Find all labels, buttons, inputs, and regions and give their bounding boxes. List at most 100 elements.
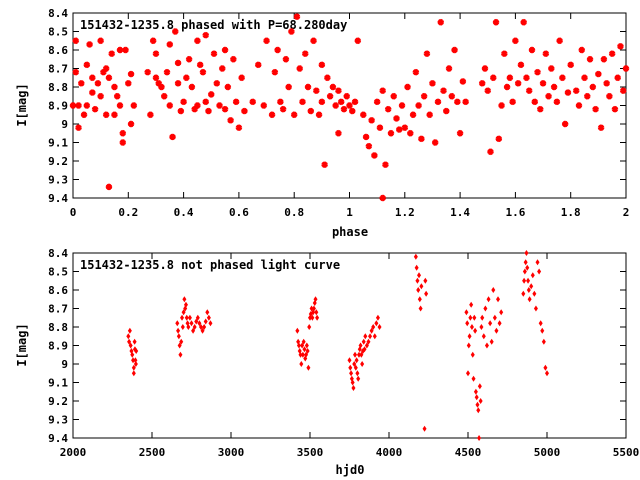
phased-data-point (445, 65, 453, 72)
phased-data-point (296, 65, 304, 72)
phased-data-point (324, 74, 331, 82)
phased-data-point (183, 74, 190, 82)
phased-x-tick-label: 1.2 (395, 206, 415, 219)
unphased-data-point (526, 287, 531, 293)
phased-data-point (97, 37, 104, 45)
unphased-data-point (131, 370, 136, 377)
phased-data-point (600, 55, 608, 63)
unphased-x-tick-label: 4000 (376, 446, 403, 459)
unphased-data-point (532, 290, 537, 297)
unphased-data-point (194, 318, 199, 325)
unphased-data-point (306, 364, 311, 371)
unphased-data-point (128, 342, 133, 349)
phased-data-point (91, 105, 99, 113)
phased-data-point (174, 79, 182, 87)
unphased-data-point (126, 333, 131, 340)
phased-data-point (254, 61, 262, 69)
phased-data-point (575, 102, 583, 109)
unphased-data-point (192, 324, 197, 330)
phased-data-point (111, 111, 118, 119)
unphased-data-point (176, 327, 181, 334)
unphased-data-point (355, 370, 360, 377)
phased-data-point (202, 98, 210, 106)
unphased-y-tick-label: 9 (61, 358, 68, 371)
unphased-data-point (184, 314, 189, 321)
phased-data-point (559, 74, 566, 82)
phased-data-point (622, 65, 630, 72)
phased-data-point (285, 83, 293, 91)
unphased-data-point (208, 320, 213, 327)
unphased-data-point (180, 314, 185, 321)
phased-data-point (442, 107, 450, 115)
phased-data-point (398, 102, 406, 109)
unphased-data-point (130, 351, 135, 358)
phased-data-point (567, 61, 575, 69)
unphased-data-point (299, 361, 304, 367)
phased-data-point (230, 55, 237, 63)
phased-data-point (462, 98, 469, 106)
phased-data-point (152, 74, 160, 82)
unphased-data-point (315, 314, 320, 321)
phased-data-point (509, 98, 516, 106)
phased-data-point (213, 79, 221, 87)
unphased-data-point (479, 324, 484, 330)
unphased-data-point (296, 342, 301, 349)
phased-y-tick-label: 8.8 (48, 81, 68, 94)
phased-data-point (119, 129, 127, 137)
phased-data-point (481, 65, 489, 72)
unphased-data-point (313, 296, 318, 303)
phased-data-point (75, 102, 82, 109)
phased-data-point (191, 105, 199, 113)
unphased-data-point (476, 407, 481, 414)
unphased-data-point (356, 375, 361, 382)
phased-data-point (194, 102, 201, 109)
phased-data-point (404, 83, 411, 91)
unphased-data-point (350, 379, 355, 386)
unphased-data-point (424, 290, 429, 297)
unphased-y-tick-label: 8.7 (48, 303, 68, 316)
phased-data-point (177, 107, 185, 115)
phased-data-point (583, 92, 591, 100)
unphased-data-point (374, 320, 379, 327)
unphased-data-point (422, 425, 427, 432)
phased-data-point (301, 50, 309, 58)
phased-data-point (235, 124, 243, 132)
phased-data-point (539, 79, 547, 87)
unphased-data-point (356, 351, 361, 358)
phased-data-point (393, 115, 400, 122)
phased-data-point (279, 105, 287, 113)
phased-data-point (512, 37, 519, 45)
unphased-data-point (304, 351, 309, 358)
unphased-data-point (197, 320, 202, 327)
unphased-data-point (472, 314, 477, 321)
unphased-y-tick-label: 8.4 (48, 247, 68, 260)
phased-data-point (346, 102, 353, 109)
phased-data-point (332, 102, 340, 109)
unphased-data-point (177, 342, 182, 349)
phased-data-point (589, 83, 597, 91)
phased-data-point (77, 79, 85, 87)
phased-data-point (431, 139, 439, 146)
phased-data-point (100, 68, 107, 76)
unphased-data-point (200, 327, 205, 334)
phased-data-point (459, 78, 467, 85)
phased-data-point (155, 79, 163, 87)
unphased-data-point (368, 333, 373, 340)
unphased-data-point (203, 318, 208, 325)
phased-data-point (210, 50, 218, 58)
phased-data-point (395, 126, 403, 133)
phased-y-tick-label: 8.5 (48, 26, 68, 39)
unphased-data-point (354, 357, 359, 364)
phased-data-point (556, 37, 563, 45)
phased-data-point (523, 74, 530, 82)
phased-y-tick-label: 8.6 (48, 44, 68, 57)
unphased-data-point (302, 346, 307, 353)
unphased-data-point (375, 314, 380, 321)
unphased-data-point (418, 305, 423, 312)
unphased-data-point (198, 324, 203, 330)
unphased-data-point (492, 314, 497, 321)
phased-data-point (72, 68, 80, 76)
phased-y-tick-label: 8.9 (48, 100, 68, 113)
phased-data-point (169, 133, 176, 141)
phased-data-point (500, 50, 508, 58)
